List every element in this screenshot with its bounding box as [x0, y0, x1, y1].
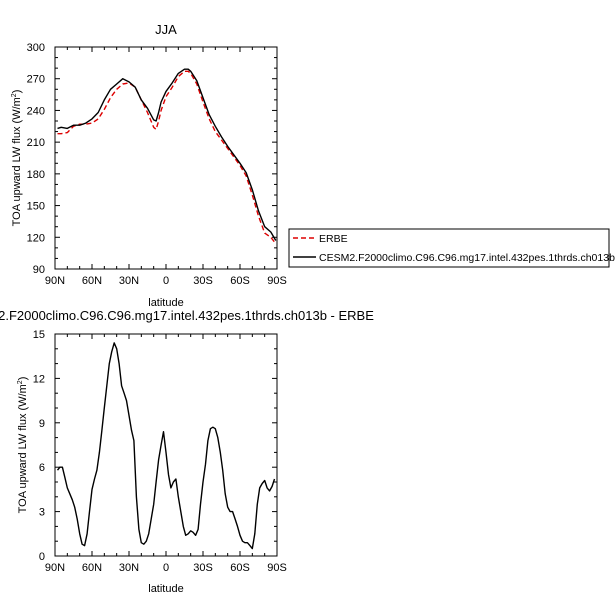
- top-y-tick-label: 270: [27, 74, 45, 86]
- top-y-tick-label: 300: [27, 42, 45, 54]
- bottom-series-line-0: [56, 342, 276, 550]
- top-x-tick-label: 60N: [82, 275, 102, 287]
- bottom-y-tick-label: 3: [39, 507, 45, 519]
- bottom-x-tick-label: 90N: [45, 562, 65, 574]
- top-plot-area: 90N 60N 30N 0 30S 60S 90S 90 120 150 180 210 240 270 3…: [27, 42, 287, 287]
- top-y-tick-label: 120: [27, 232, 45, 244]
- legend-label-erbe: ERBE: [319, 233, 348, 245]
- bottom-x-tick-label: 60N: [82, 562, 102, 574]
- bottom-y-tick-label: 12: [33, 373, 45, 385]
- top-y-tick-label: 240: [27, 105, 45, 117]
- bottom-x-tick-label: 30S: [193, 562, 213, 574]
- top-x-axis-label: latitude: [148, 297, 183, 309]
- bottom-x-tick-label: 60S: [230, 562, 250, 574]
- top-x-tick-label: 30N: [119, 275, 139, 287]
- bottom-chart-title: 2.F2000climo.C96.C96.mg17.intel.432pes.1…: [0, 308, 374, 323]
- top-y-tick-label: 180: [27, 169, 45, 181]
- bottom-y-axis-label: TOA upward LW flux (W/m2): [17, 377, 29, 514]
- bottom-plot-area: 90N 60N 30N 0 30S 60S 90S 0 3 6 9 12 15: [33, 329, 287, 574]
- top-chart: JJA 90N 60N 30N 0 30S 60S 90S 90 120 150 180 210 240…: [11, 22, 615, 309]
- bottom-x-tick-label: 30N: [119, 562, 139, 574]
- bottom-y-tick-label: 6: [39, 462, 45, 474]
- top-series-line-1: [57, 68, 277, 241]
- top-x-tick-label: 30S: [193, 275, 213, 287]
- top-y-tick-label: 210: [27, 137, 45, 149]
- top-y-tick-label: 90: [33, 264, 45, 276]
- top-x-tick-label: 90S: [267, 275, 287, 287]
- bottom-y-tick-label: 15: [33, 329, 45, 341]
- legend-label-model: CESM2.F2000climo.C96.C96.mg17.intel.432p…: [319, 252, 615, 264]
- legend-box: [288, 228, 610, 268]
- bottom-x-axis-label: latitude: [148, 583, 183, 595]
- top-y-axis-label: TOA upward LW flux (W/m2): [11, 90, 23, 227]
- bottom-chart: 2.F2000climo.C96.C96.mg17.intel.432pes.1…: [0, 308, 374, 595]
- bottom-x-tick-label: 90S: [267, 562, 287, 574]
- bottom-y-tick-label: 9: [39, 418, 45, 430]
- top-x-tick-label: 60S: [230, 275, 250, 287]
- top-chart-title: JJA: [155, 22, 177, 37]
- bottom-y-tick-label: 0: [39, 551, 45, 563]
- top-x-tick-label: 0: [163, 275, 169, 287]
- bottom-plot-frame: [54, 333, 278, 557]
- top-chart-legend: ERBE CESM2.F2000climo.C96.C96.mg17.intel…: [288, 228, 615, 268]
- top-plot-frame: [54, 46, 278, 270]
- top-series-line-0: [57, 70, 277, 245]
- bottom-x-tick-label: 0: [163, 562, 169, 574]
- top-y-tick-label: 150: [27, 201, 45, 213]
- top-x-tick-label: 90N: [45, 275, 65, 287]
